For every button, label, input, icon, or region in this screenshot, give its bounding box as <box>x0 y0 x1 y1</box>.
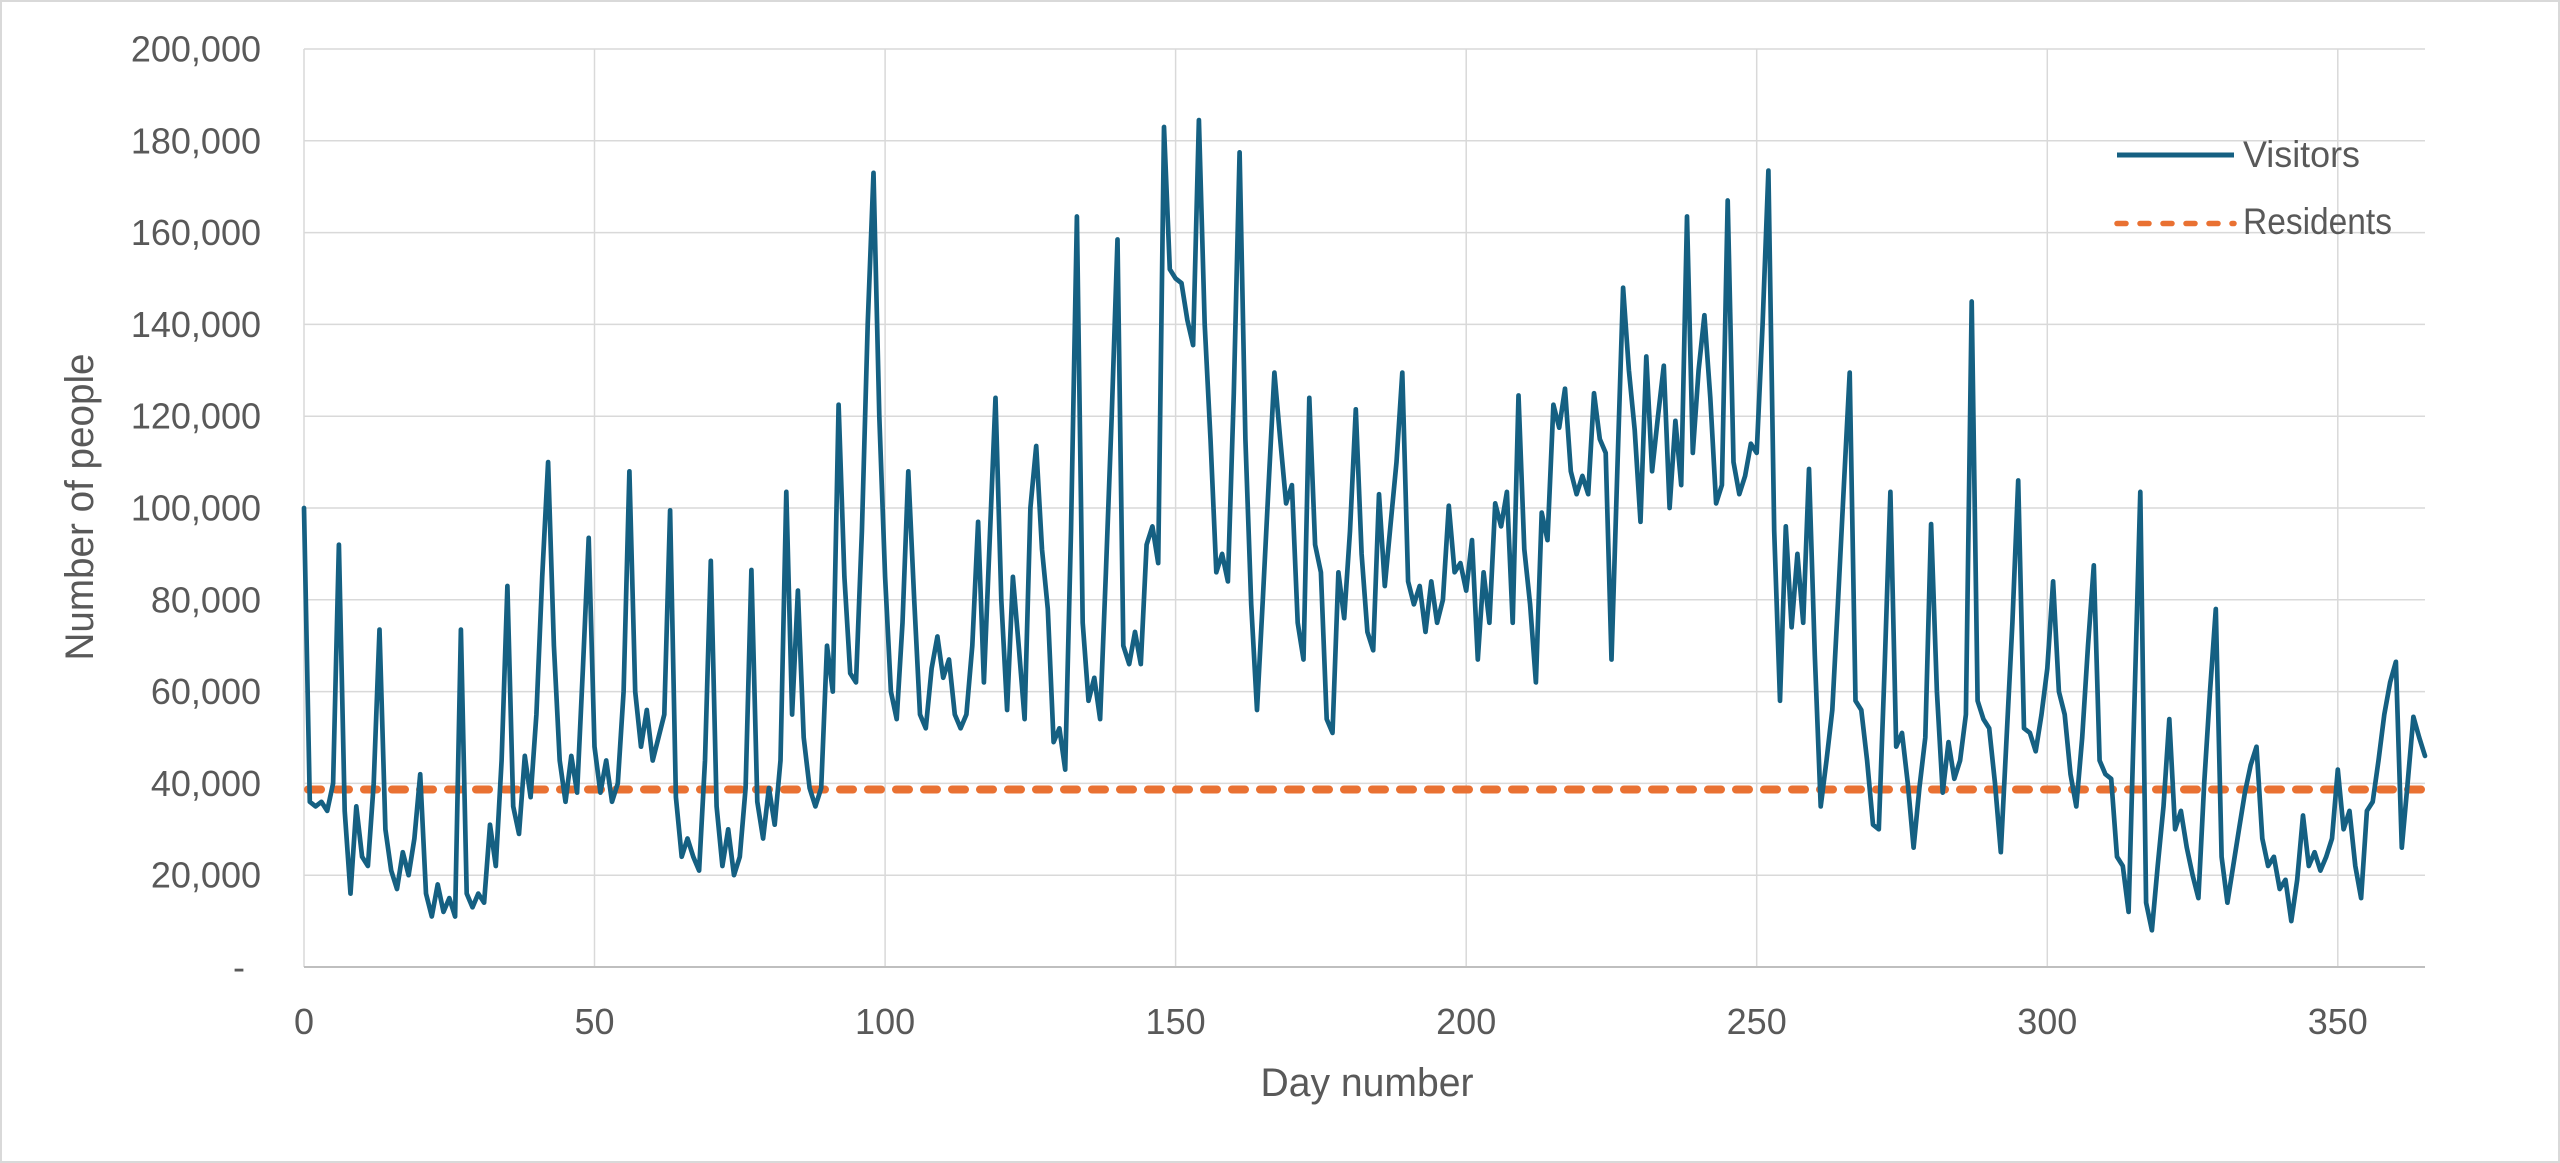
svg-text:250: 250 <box>1727 1001 1787 1042</box>
svg-text:80,000: 80,000 <box>151 579 261 620</box>
svg-text:160,000: 160,000 <box>131 212 261 253</box>
svg-text:100,000: 100,000 <box>131 488 261 529</box>
svg-text:Visitors: Visitors <box>2243 134 2360 175</box>
svg-text:150: 150 <box>1146 1001 1206 1042</box>
svg-text:350: 350 <box>2308 1001 2368 1042</box>
svg-text:300: 300 <box>2017 1001 2077 1042</box>
svg-text:20,000: 20,000 <box>151 855 261 896</box>
svg-text:0: 0 <box>294 1001 314 1042</box>
svg-text:Residents: Residents <box>2243 201 2392 242</box>
svg-text:200,000: 200,000 <box>131 29 261 70</box>
svg-text:Day number: Day number <box>1261 1061 1474 1105</box>
svg-text:120,000: 120,000 <box>131 396 261 437</box>
svg-text:180,000: 180,000 <box>131 120 261 161</box>
svg-text:50: 50 <box>574 1001 614 1042</box>
svg-text:200: 200 <box>1436 1001 1496 1042</box>
svg-text:60,000: 60,000 <box>151 671 261 712</box>
svg-text:40,000: 40,000 <box>151 763 261 804</box>
svg-text:140,000: 140,000 <box>131 304 261 345</box>
svg-text:100: 100 <box>855 1001 915 1042</box>
svg-text:Number of people: Number of people <box>58 354 102 661</box>
svg-text:-: - <box>233 947 245 988</box>
